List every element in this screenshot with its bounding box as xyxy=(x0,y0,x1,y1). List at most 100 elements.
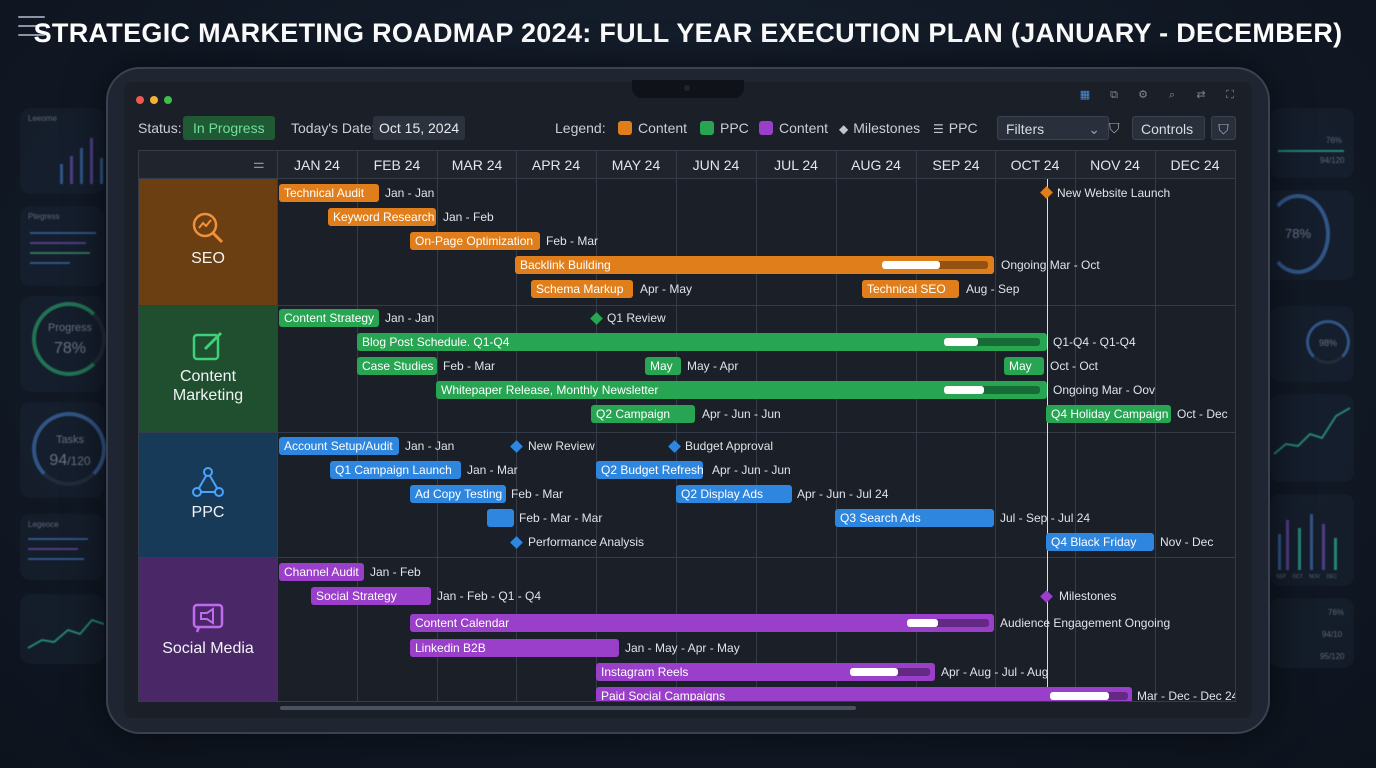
search-icon[interactable]: ⌕ xyxy=(1168,89,1176,101)
category-label: Content Marketing xyxy=(172,368,244,404)
task-bar[interactable]: Linkedin B2B xyxy=(410,639,619,657)
menu-icon[interactable] xyxy=(18,16,45,38)
task-bar[interactable]: Schema Markup xyxy=(531,280,633,298)
task-bar[interactable]: Whitepaper Release, Monthly Newsletter xyxy=(436,381,1047,399)
bg-progress-label: Progress xyxy=(47,322,93,334)
task-bar[interactable]: Backlink Building xyxy=(515,256,994,274)
milestone-diamond-icon[interactable] xyxy=(590,312,603,325)
task-bar[interactable]: Blog Post Schedule. Q1-Q4 xyxy=(357,333,1047,351)
task-bar[interactable]: On-Page Optimization xyxy=(410,232,540,250)
month-header[interactable]: JUL 24 xyxy=(774,157,818,173)
fullscreen-icon[interactable]: ⛶ xyxy=(1226,89,1234,101)
task-bar[interactable]: Q1 Campaign Launch xyxy=(330,461,461,479)
bg-widget-title: Leeome xyxy=(28,114,57,123)
task-bar[interactable]: May xyxy=(645,357,681,375)
progress-fill xyxy=(944,386,985,394)
controls-dropdown[interactable]: Controls⌄ xyxy=(1132,116,1205,161)
milestone-diamond-icon[interactable] xyxy=(668,440,681,453)
task-date-label: Oct - Dec xyxy=(1177,407,1228,421)
task-date-label: Jan - Feb xyxy=(443,210,494,224)
task-bar[interactable]: Social Strategy xyxy=(311,587,431,605)
task-bar[interactable]: Technical Audit xyxy=(279,184,379,202)
task-date-label: Jan - Jan xyxy=(405,439,455,453)
task-date-label: Apr - Jun - Jul 24 xyxy=(797,487,889,501)
filter-icon[interactable]: ⛉ xyxy=(1109,120,1120,136)
month-gridline xyxy=(277,151,278,701)
column-settings-icon[interactable]: ⚌ xyxy=(253,156,265,171)
milestone-diamond-icon[interactable] xyxy=(510,440,523,453)
month-header[interactable]: JAN 24 xyxy=(294,157,340,173)
task-bar[interactable]: Q3 Search Ads xyxy=(835,509,994,527)
progress-fill xyxy=(850,668,898,676)
legend-item-milestones: ◆ Milestones xyxy=(839,116,920,140)
month-gridline xyxy=(995,151,996,701)
task-bar-label: Q2 Display Ads xyxy=(681,487,764,501)
export-icon[interactable]: ⧉ xyxy=(1110,89,1118,101)
month-header[interactable]: SEP 24 xyxy=(932,157,980,173)
milestone-diamond-icon[interactable] xyxy=(1040,186,1053,199)
legend-item-content-purple: Content xyxy=(759,116,828,140)
task-date-label: Jan - May - Apr - May xyxy=(625,641,740,655)
legend-text: Milestones xyxy=(853,120,921,136)
task-bar[interactable]: Account Setup/Audit xyxy=(279,437,399,455)
task-bar[interactable]: Q2 Display Ads xyxy=(676,485,792,503)
month-header[interactable]: DEC 24 xyxy=(1170,157,1220,173)
status-badge[interactable]: In Progress xyxy=(183,116,275,140)
close-dot[interactable] xyxy=(136,96,144,104)
task-bar-label: Content Strategy xyxy=(284,311,375,325)
task-bar[interactable]: Case Studies xyxy=(357,357,437,375)
task-bar-label: Paid Social Campaigns xyxy=(601,689,726,702)
task-bar[interactable]: Q4 Holiday Campaign xyxy=(1046,405,1171,423)
horizontal-scrollbar[interactable] xyxy=(280,706,856,710)
task-date-label: Apr - May xyxy=(640,282,693,296)
month-header[interactable]: AUG 24 xyxy=(851,157,901,173)
month-header[interactable]: MAY 24 xyxy=(611,157,661,173)
month-header[interactable]: JUN 24 xyxy=(692,157,740,173)
bg-widget-progress-ring: Progress 78% xyxy=(20,296,106,392)
task-bar[interactable]: Content Calendar xyxy=(410,614,994,632)
month-header[interactable]: APR 24 xyxy=(531,157,581,173)
task-bar[interactable]: Q2 Campaign xyxy=(591,405,695,423)
task-bar-label: Whitepaper Release, Monthly Newsletter xyxy=(441,383,659,397)
task-bar[interactable]: May xyxy=(1004,357,1044,375)
task-bar-label: Keyword Research xyxy=(333,210,435,224)
task-bar[interactable]: Q2 Budget Refresh xyxy=(596,461,703,479)
progress-track xyxy=(944,386,1040,394)
milestone-diamond-icon[interactable] xyxy=(1040,590,1053,603)
month-gridline xyxy=(676,151,677,701)
task-date-label: Apr - Aug - Jul - Aug xyxy=(941,665,1049,679)
maximize-dot[interactable] xyxy=(164,96,172,104)
category-content-marketing[interactable]: Content Marketing xyxy=(139,329,277,405)
month-header[interactable]: NOV 24 xyxy=(1090,157,1140,173)
month-header[interactable]: MAR 24 xyxy=(451,157,503,173)
category-panel-seo xyxy=(139,179,277,305)
month-gridline xyxy=(516,151,517,701)
task-bar[interactable]: Channel Audit xyxy=(279,563,364,581)
date-field[interactable]: Oct 15, 2024 xyxy=(373,116,466,140)
task-bar[interactable]: Content Strategy xyxy=(279,309,379,327)
category-label: Social Media xyxy=(162,640,254,657)
task-bar[interactable]: Technical SEO xyxy=(862,280,959,298)
month-header[interactable]: OCT 24 xyxy=(1010,157,1060,173)
task-bar[interactable]: Paid Social Campaigns xyxy=(596,687,1132,702)
grid-view-icon[interactable]: ▦ xyxy=(1079,89,1091,101)
task-bar-label: Technical SEO xyxy=(867,282,946,296)
category-social-media[interactable]: Social Media xyxy=(139,601,277,658)
diamond-icon: ◆ xyxy=(839,122,849,136)
task-bar[interactable]: Q4 Black Friday xyxy=(1046,533,1154,551)
window-controls xyxy=(136,91,178,109)
task-bar[interactable]: Keyword Research xyxy=(328,208,436,226)
month-header[interactable]: FEB 24 xyxy=(373,157,421,173)
task-bar[interactable]: Instagram Reels xyxy=(596,663,935,681)
status-label: Status: xyxy=(138,120,182,136)
settings-icon[interactable]: ⚙ xyxy=(1138,89,1148,101)
task-bar[interactable] xyxy=(487,509,514,527)
sync-icon[interactable]: ⇄ xyxy=(1196,89,1206,101)
category-seo[interactable]: SEO xyxy=(139,211,277,268)
minimize-dot[interactable] xyxy=(150,96,158,104)
task-bar[interactable]: Ad Copy Testing xyxy=(410,485,506,503)
milestone-diamond-icon[interactable] xyxy=(510,536,523,549)
category-ppc[interactable]: PPC xyxy=(139,465,277,522)
filters-dropdown[interactable]: Filters ⌄ xyxy=(997,116,1109,140)
funnel-filter-button[interactable]: ⛉ xyxy=(1211,116,1236,140)
